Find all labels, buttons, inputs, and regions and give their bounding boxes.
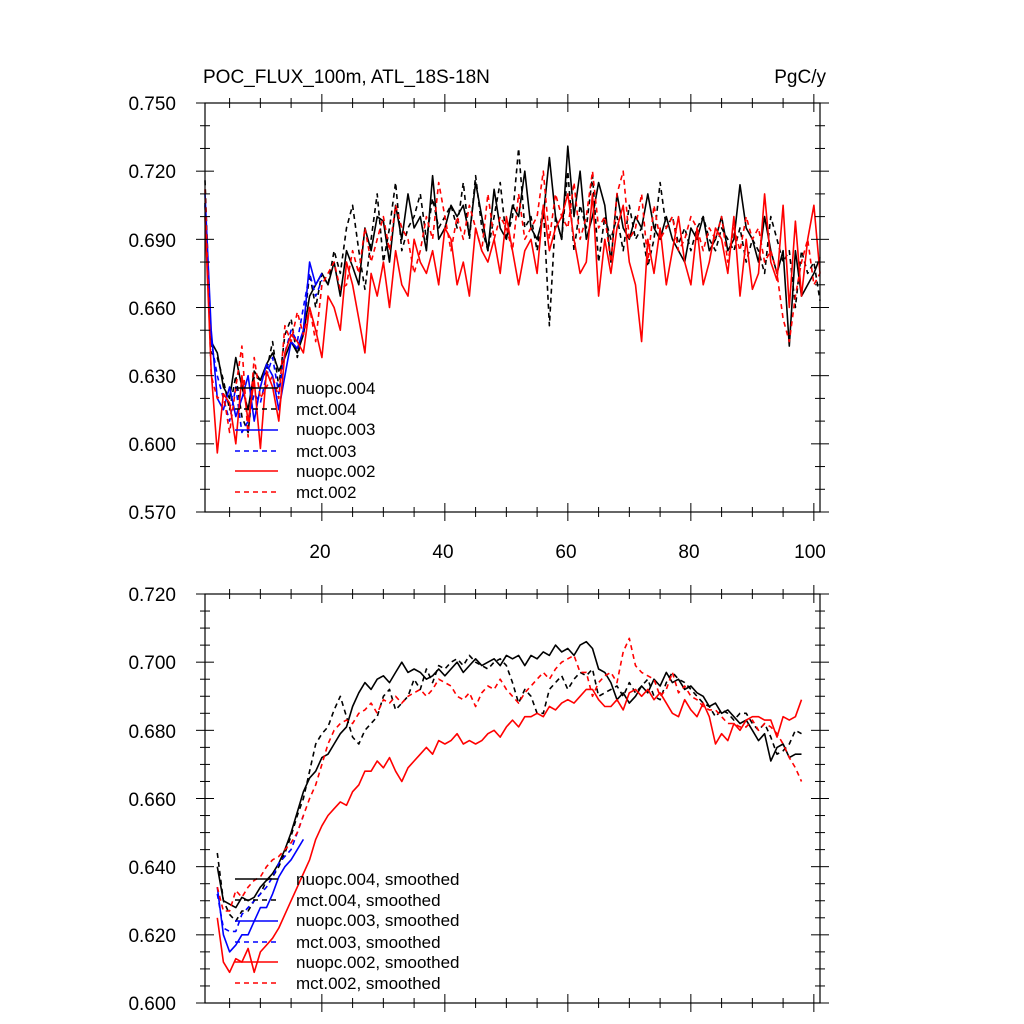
p1-ytick-label: 0.600 (128, 435, 176, 456)
p1-ytick-label: 0.750 (128, 94, 176, 115)
legend-label: nuopc.003, smoothed (296, 911, 460, 930)
p2-series-line-nuopc-004-smoothed (216, 640, 802, 909)
legend-label: mct.003 (296, 442, 356, 461)
p1-xtick-label: 100 (794, 542, 826, 563)
p2-ytick-label: 0.620 (128, 926, 176, 947)
legend-label: nuopc.003 (296, 420, 375, 439)
legend-label: mct.002, smoothed (296, 974, 441, 993)
p1-ytick-label: 0.660 (128, 299, 176, 320)
legend-label: mct.004 (296, 400, 356, 419)
p2-series-line-nuopc-003-smoothed (216, 838, 305, 953)
p2-series-line-mct-003-smoothed (216, 815, 305, 933)
p1-xtick-label: 80 (678, 542, 699, 563)
p2-series-line-mct-004-smoothed (216, 654, 802, 923)
p2-ytick-label: 0.720 (128, 585, 176, 606)
panel1-title: POC_FLUX_100m, ATL_18S-18N (203, 67, 490, 88)
legend-label: nuopc.004 (296, 379, 375, 398)
legend-label: mct.003, smoothed (296, 933, 441, 952)
panel1-units: PgC/y (774, 67, 826, 88)
p1-ytick-label: 0.630 (128, 367, 176, 388)
p2-ytick-label: 0.700 (128, 653, 176, 674)
p1-ytick-label: 0.690 (128, 231, 176, 252)
legend-label: nuopc.002, smoothed (296, 953, 460, 972)
p2-series-line-mct-002-smoothed (216, 637, 803, 912)
p2-ytick-label: 0.600 (128, 994, 176, 1015)
panel1-legend: nuopc.004 mct.004 nuopc.003 mct.003 nuop… (235, 379, 375, 502)
p1-ytick-label: 0.720 (128, 162, 176, 183)
panel1-ticks (196, 94, 829, 521)
legend-label: nuopc.004, smoothed (296, 870, 460, 889)
legend-label: nuopc.002 (296, 462, 375, 481)
p2-ytick-label: 0.660 (128, 790, 176, 811)
panel1-x-tick-labels: 20 40 60 80 100 (309, 542, 825, 563)
panel2-legend: nuopc.004, smoothed mct.004, smoothed nu… (235, 870, 460, 993)
p1-xtick-label: 40 (432, 542, 453, 563)
p1-xtick-label: 60 (555, 542, 576, 563)
panel2-series-group (216, 637, 803, 974)
panel2-y-tick-labels: 0.600 0.620 0.640 0.660 0.680 0.700 0.72… (128, 585, 176, 1015)
legend-label: mct.004, smoothed (296, 891, 441, 910)
p2-series-line-nuopc-002-smoothed (216, 688, 803, 974)
panel1-series-group (204, 145, 821, 454)
panel1-y-tick-labels: 0.570 0.600 0.630 0.660 0.690 0.720 0.75… (128, 94, 176, 524)
p1-series-line-mct-002 (204, 170, 821, 438)
p1-series-line-mct-004 (204, 147, 821, 434)
p2-ytick-label: 0.680 (128, 722, 176, 743)
p1-ytick-label: 0.570 (128, 503, 176, 524)
legend-label: mct.002 (296, 483, 356, 502)
p2-ytick-label: 0.640 (128, 858, 176, 879)
p1-xtick-label: 20 (309, 542, 330, 563)
panel2-ticks (196, 585, 829, 1012)
